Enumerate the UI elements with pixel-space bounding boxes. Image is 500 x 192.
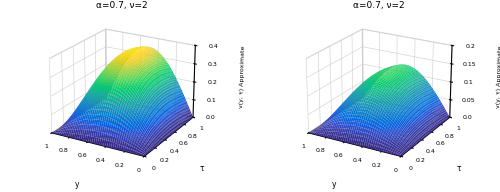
- Title: α=0.7, ν=2: α=0.7, ν=2: [96, 1, 148, 10]
- X-axis label: y: y: [332, 180, 336, 189]
- Y-axis label: τ: τ: [200, 164, 204, 173]
- Y-axis label: τ: τ: [456, 164, 461, 173]
- Title: α=0.7, ν=2: α=0.7, ν=2: [352, 1, 404, 10]
- X-axis label: y: y: [75, 180, 80, 189]
